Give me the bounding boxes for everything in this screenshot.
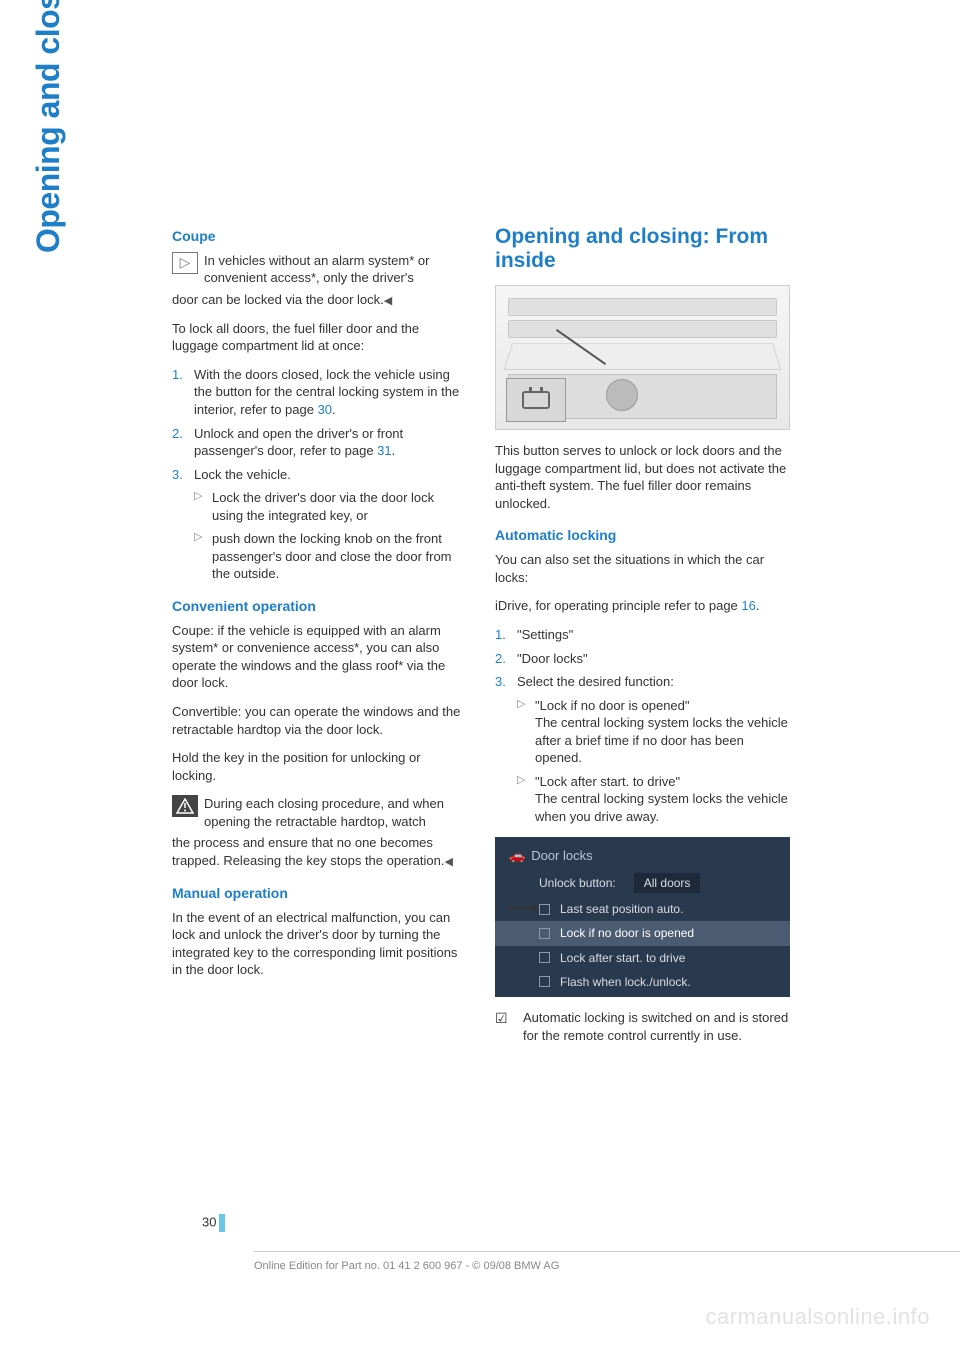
pointer-arrow-icon [507,907,537,909]
idrive-sub-1: "Lock if no door is opened" The central … [517,697,790,767]
sidebar-section-title: Opening and closing [30,0,67,253]
page-number: 30 [202,1214,225,1232]
lock-steps-list: With the doors closed, lock the vehicle … [172,366,467,583]
idrive-sub-1-desc: The central locking system locks the veh… [535,715,788,765]
idrive-screen-illustration: 🚗 Door locks Unlock button: All doors La… [495,837,790,997]
button-description: This button serves to unlock or lock doo… [495,442,790,512]
convenient-p1: Coupe: if the vehicle is equipped with a… [172,622,467,692]
unlock-value: All doors [634,873,701,893]
checkbox-icon [539,928,550,939]
screen-row-1: Lock if no door is opened [495,921,790,945]
idrive-sub-1-title: "Lock if no door is opened" [535,698,690,713]
step-2-text: Unlock and open the driver's or front pa… [194,426,403,459]
unlock-label: Unlock button: [539,875,616,891]
screen-title: Door locks [531,847,592,865]
step-2: Unlock and open the driver's or front pa… [172,425,467,460]
warning-block: During each closing procedure, and when … [172,795,467,830]
manual-p1: In the event of an electrical malfunctio… [172,909,467,979]
end-marker-icon: ◀ [384,295,392,307]
info-line1: In vehicles without an alarm system* or [204,253,429,268]
checkmark-icon: ☑ [495,1009,517,1028]
stored-note-text: Automatic locking is switched on and is … [523,1009,790,1044]
watermark: carmanualsonline.info [705,1304,930,1330]
heading-convenient: Convenient operation [172,597,467,616]
step-2-end: . [392,443,396,458]
footer-divider [254,1251,960,1252]
idrive-step-1: "Settings" [495,626,790,644]
screen-row-3: Flash when lock./unlock. [495,970,790,994]
idrive-sub-2-desc: The central locking system locks the veh… [535,791,788,824]
warn-line2: opening the retractable hardtop, watch [204,814,426,829]
left-column: Coupe ▷ In vehicles without an alarm sys… [172,225,467,1051]
page-content: Coupe ▷ In vehicles without an alarm sys… [72,225,888,1218]
info-note-block: ▷ In vehicles without an alarm system* o… [172,252,467,287]
central-lock-button-icon [506,378,566,422]
screen-unlock-row: Unlock button: All doors [495,869,790,897]
page-number-bar-icon [219,1214,225,1232]
step-3-sublist: Lock the driver's door via the door lock… [194,489,467,583]
screen-row-2-label: Lock after start. to drive [560,950,685,966]
checkbox-icon [539,904,550,915]
dashboard-illustration [495,285,790,430]
info-text: In vehicles without an alarm system* or … [204,252,467,287]
page-link-31[interactable]: 31 [377,443,391,458]
idrive-steps-list: "Settings" "Door locks" Select the desir… [495,626,790,825]
screen-row-0-label: Last seat position auto. [560,901,683,917]
convenient-p3: Hold the key in the position for unlocki… [172,749,467,784]
step-3-text: Lock the vehicle. [194,467,291,482]
warning-text: During each closing procedure, and when … [204,795,467,830]
checkbox-icon [539,976,550,987]
step-3-sub-1: Lock the driver's door via the door lock… [194,489,467,524]
warn-line1: During each closing procedure, and when [204,796,444,811]
heading-automatic: Automatic locking [495,526,790,545]
idrive-end: . [756,598,760,613]
auto-p1: You can also set the situations in which… [495,551,790,586]
screen-row-3-label: Flash when lock./unlock. [560,974,691,990]
idrive-step-3: Select the desired function: "Lock if no… [495,673,790,825]
heading-main: Opening and closing: From inside [495,225,790,273]
idrive-step-2: "Door locks" [495,650,790,668]
info-continuation: door can be locked via the door lock.◀ [172,291,467,309]
idrive-step-3-text: Select the desired function: [517,674,674,689]
page-number-value: 30 [202,1214,216,1229]
lock-all-intro: To lock all doors, the fuel filler door … [172,320,467,355]
warning-continuation: the process and ensure that no one becom… [172,834,467,869]
screen-header: 🚗 Door locks [495,843,790,869]
idrive-ref: iDrive, for operating principle refer to… [495,597,790,615]
footer-edition: Online Edition for Part no. 01 41 2 600 … [254,1260,559,1272]
idrive-text: iDrive, for operating principle refer to… [495,598,741,613]
page-link-30[interactable]: 30 [318,402,332,417]
screen-row-0: Last seat position auto. [495,897,790,921]
convenient-p2: Convertible: you can operate the windows… [172,703,467,738]
warning-icon [172,795,198,817]
info-line2: convenient access*, only the driver's [204,270,414,285]
step-3-sub-2: push down the locking knob on the front … [194,530,467,583]
info-icon: ▷ [172,252,198,274]
car-icon: 🚗 [509,847,525,865]
warn-line3: the process and ensure that no one becom… [172,835,444,868]
heading-manual: Manual operation [172,884,467,903]
page-link-16[interactable]: 16 [741,598,755,613]
stored-note: ☑ Automatic locking is switched on and i… [495,1009,790,1044]
screen-row-1-label: Lock if no door is opened [560,925,694,941]
checkbox-icon [539,952,550,963]
right-column: Opening and closing: From inside This bu… [495,225,790,1051]
idrive-sub-2: "Lock after start. to drive" The central… [517,773,790,826]
step-1: With the doors closed, lock the vehicle … [172,366,467,419]
step-1-end: . [332,402,336,417]
screen-row-2: Lock after start. to drive [495,946,790,970]
idrive-step-3-sublist: "Lock if no door is opened" The central … [517,697,790,826]
idrive-sub-2-title: "Lock after start. to drive" [535,774,680,789]
end-marker-icon: ◀ [444,856,452,868]
heading-coupe: Coupe [172,227,467,246]
info-line3: door can be locked via the door lock. [172,292,384,307]
step-3: Lock the vehicle. Lock the driver's door… [172,466,467,583]
